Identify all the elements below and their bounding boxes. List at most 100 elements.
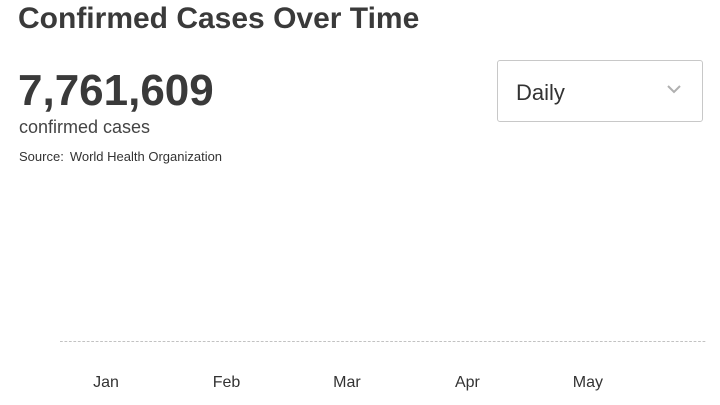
bar-86: [443, 341, 447, 342]
bar-143: [698, 341, 701, 342]
bar-136: [666, 341, 670, 342]
bar-35: [216, 341, 219, 342]
bar-144: [702, 341, 706, 342]
bar-88: [452, 341, 456, 342]
bar-32: [202, 341, 206, 342]
bar-120: [595, 341, 599, 342]
bar-1: [64, 341, 68, 342]
bar-20: [149, 341, 153, 342]
bar-75: [394, 341, 398, 342]
bar-37: [225, 341, 228, 342]
bar-98: [497, 341, 501, 342]
bar-72: [381, 341, 385, 342]
bar-111: [555, 341, 559, 342]
bar-36: [220, 341, 224, 342]
bar-26: [176, 341, 179, 342]
bar-121: [599, 341, 603, 342]
bar-6: [86, 341, 90, 342]
bar-117: [582, 341, 585, 342]
x-axis-labels: Jan Feb Mar Apr May: [93, 374, 603, 391]
bar-109: [546, 341, 550, 342]
bar-34: [211, 341, 215, 342]
bar-58: [318, 341, 322, 342]
bar-16: [131, 341, 135, 342]
bar-29: [189, 341, 193, 342]
bar-130: [640, 341, 643, 342]
bar-49: [278, 341, 282, 342]
period-dropdown-value: Daily: [516, 80, 565, 105]
bar-46: [265, 341, 269, 342]
bar-104: [524, 341, 527, 342]
bar-73: [385, 341, 389, 342]
bar-141: [689, 341, 692, 342]
bar-126: [622, 341, 625, 342]
bar-131: [644, 341, 648, 342]
bar-63: [341, 341, 344, 342]
bar-139: [680, 341, 683, 342]
cases-bar-chart: Jan Feb Mar Apr May: [60, 341, 706, 391]
bar-57: [314, 341, 318, 342]
bar-56: [309, 341, 313, 342]
bar-21: [153, 341, 157, 342]
bar-106: [532, 341, 536, 342]
bar-93: [474, 341, 478, 342]
bar-10: [104, 341, 108, 342]
bar-114: [568, 341, 572, 342]
bar-23: [162, 341, 166, 342]
bar-33: [207, 341, 211, 342]
bar-123: [608, 341, 612, 342]
bar-84: [434, 341, 438, 342]
bar-11: [109, 341, 112, 342]
bar-18: [140, 341, 144, 342]
bar-44: [256, 341, 260, 342]
bar-70: [372, 341, 376, 342]
bar-127: [626, 341, 630, 342]
bar-99: [501, 341, 505, 342]
bar-47: [269, 341, 273, 342]
bar-42: [247, 341, 251, 342]
bar-31: [198, 341, 202, 342]
bar-9: [100, 341, 103, 342]
bar-5: [82, 341, 86, 342]
x-tick-apr: Apr: [455, 374, 481, 391]
bar-55: [305, 341, 309, 342]
bar-118: [586, 341, 590, 342]
bar-97: [492, 341, 496, 342]
bar-110: [550, 341, 554, 342]
bar-62: [336, 341, 340, 342]
bar-96: [488, 341, 492, 342]
bar-133: [653, 341, 657, 342]
bar-115: [573, 341, 576, 342]
bar-0: [60, 341, 63, 342]
bar-51: [287, 341, 291, 342]
bar-77: [403, 341, 407, 342]
bar-25: [171, 341, 175, 342]
bar-80: [416, 341, 420, 342]
source-label: Source:: [19, 149, 64, 164]
bar-95: [483, 341, 487, 342]
total-cases: 7,761,609: [18, 66, 214, 115]
bar-138: [675, 341, 679, 342]
bar-59: [323, 341, 327, 342]
bar-134: [657, 341, 661, 342]
bar-14: [122, 341, 126, 342]
bar-60: [327, 341, 331, 342]
bar-90: [461, 341, 465, 342]
bar-45: [260, 341, 264, 342]
bar-82: [425, 341, 429, 342]
bar-61: [332, 341, 335, 342]
period-dropdown[interactable]: Daily: [497, 60, 703, 122]
bar-67: [358, 341, 362, 342]
x-tick-mar: Mar: [333, 374, 361, 391]
x-tick-may: May: [573, 374, 603, 391]
bar-41: [242, 341, 246, 342]
bar-122: [604, 341, 608, 342]
bar-27: [180, 341, 184, 342]
bar-12: [113, 341, 117, 342]
bar-50: [283, 341, 286, 342]
bar-66: [354, 341, 358, 342]
chevron-down-icon: [667, 85, 681, 94]
bar-24: [167, 341, 170, 342]
bar-83: [430, 341, 434, 342]
bar-116: [577, 341, 581, 342]
